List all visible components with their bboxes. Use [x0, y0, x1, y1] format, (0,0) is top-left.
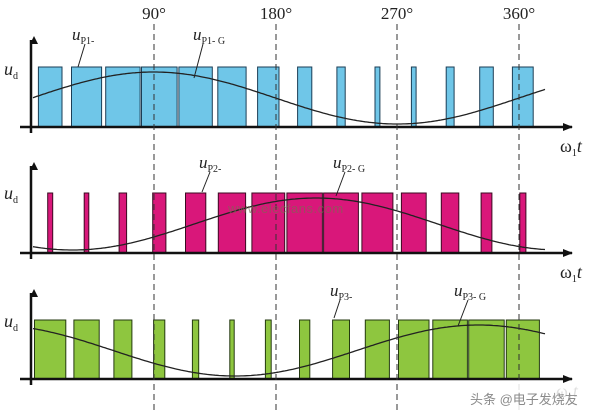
pwm-pulse [83, 192, 90, 254]
pwm-pulse [217, 192, 247, 254]
fundamental-label-leader-phase-2 [335, 171, 346, 197]
pwm-pulse [71, 66, 103, 128]
pwm-pulse [152, 192, 167, 254]
degree-label-360: 360° [503, 4, 535, 23]
degree-label-180: 180° [260, 4, 292, 23]
degree-label-90: 90° [142, 4, 166, 23]
x-axis-label-phase-2: ω1t [560, 262, 583, 285]
pwm-pulse [332, 319, 351, 380]
pwm-pulse [505, 319, 540, 380]
fundamental-label-phase-1: uP1- G [193, 25, 225, 47]
y-axis-label-phase-1: ud [4, 59, 18, 82]
x-axis-label-phase-1: ω1t [560, 136, 583, 159]
pwm-pulse [480, 192, 493, 254]
fundamental-label-leader-phase-3 [457, 299, 469, 327]
pwm-pulse [432, 319, 468, 380]
phase-gridlines [153, 24, 520, 414]
pwm-pulse [364, 319, 390, 380]
pwm-pulse [323, 192, 359, 254]
fundamental-label-leader-phase-1 [193, 43, 204, 79]
pulse-label-phase-1: uP1- [72, 25, 94, 47]
pwm-pulse [479, 66, 494, 128]
panel-phase-1: ud ω1t uP1- uP1- G [4, 25, 583, 159]
pwm-pulse [113, 319, 133, 380]
panel-phase-2: ud ω1t uP2- uP2- G [4, 153, 583, 285]
pwm-pulse [410, 66, 417, 128]
pwm-pulse [217, 66, 247, 128]
pwm-pulse [229, 319, 235, 380]
pulse-train-phase-3 [34, 319, 540, 380]
pwm-pulse [191, 319, 200, 380]
pwm-pulse [440, 192, 460, 254]
pulse-train-phase-1 [37, 66, 534, 128]
fundamental-curve-phase-3 [32, 324, 546, 377]
fundamental-label-phase-3: uP3- G [454, 281, 486, 303]
pwm-pulse [153, 319, 166, 380]
watermark-brand: 头条 @电子发烧友 [470, 392, 578, 407]
y-axis-label-phase-2: ud [4, 183, 18, 206]
pwm-pulse [299, 319, 311, 380]
pwm-pulse [398, 319, 430, 380]
fundamental-curve-phase-2 [32, 197, 546, 251]
pwm-pulse [264, 319, 272, 380]
pwm-pulse [361, 192, 394, 254]
panel-phase-3: ud ω1t uP3- uP3- G [4, 281, 579, 404]
pulse-label-leader-phase-1 [77, 43, 86, 68]
fundamental-curve-phase-1 [32, 71, 546, 125]
degree-label-270: 270° [381, 4, 413, 23]
pwm-pulse [519, 192, 527, 254]
pwm-pulse [400, 192, 427, 254]
watermark-brand-bg [460, 384, 591, 414]
pwm-pulse [37, 66, 63, 128]
pulse-train-phase-2 [47, 192, 527, 254]
pulse-label-phase-3: uP3- [330, 281, 352, 303]
pwm-pulse [73, 319, 100, 380]
pwm-pulse [374, 66, 381, 128]
pwm-pulse [47, 192, 54, 254]
y-axis-label-phase-3: ud [4, 311, 18, 334]
pulse-label-leader-phase-3 [333, 299, 341, 319]
fundamental-label-phase-2: uP2- G [333, 153, 365, 175]
pulse-label-leader-phase-2 [201, 171, 211, 193]
pwm-pulse [105, 66, 141, 128]
pwm-pulse [297, 66, 313, 128]
pulse-label-phase-2: uP2- [199, 153, 221, 175]
watermark-site: www.elecfans.com [227, 201, 344, 216]
pwm-pulse [286, 192, 323, 254]
pwm-pulse [468, 319, 505, 380]
pwm-pulse [141, 66, 178, 128]
pwm-pulse [34, 319, 67, 380]
